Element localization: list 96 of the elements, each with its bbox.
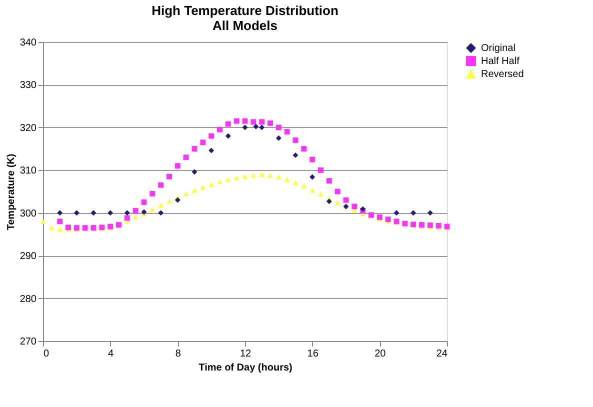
y-tick-label: 310 <box>20 166 37 177</box>
x-tick-label: 16 <box>307 348 319 360</box>
point <box>334 188 340 194</box>
point <box>427 210 433 216</box>
point <box>253 124 259 130</box>
point <box>192 188 198 193</box>
x-tick-label: 24 <box>436 348 448 360</box>
point <box>108 210 114 216</box>
y-axis-title: Temperature (K) <box>6 154 17 230</box>
point <box>208 182 214 187</box>
point <box>57 218 63 224</box>
point <box>124 215 130 221</box>
y-tick-label: 280 <box>20 294 37 305</box>
point <box>310 156 316 162</box>
point <box>90 210 96 216</box>
point <box>225 177 231 182</box>
point <box>200 184 206 190</box>
point <box>276 174 282 180</box>
point <box>259 124 265 130</box>
point <box>310 188 316 193</box>
point <box>192 146 198 152</box>
x-tick-label: 20 <box>374 348 386 360</box>
legend-label: Half Half <box>481 56 520 67</box>
point <box>183 154 189 160</box>
y-tick-label: 300 <box>20 208 37 220</box>
point <box>343 197 349 203</box>
point <box>150 207 156 212</box>
point <box>166 198 172 204</box>
point <box>208 148 214 154</box>
point <box>158 202 164 208</box>
legend-label: Original <box>481 43 516 54</box>
y-tick-label: 320 <box>20 122 37 134</box>
point <box>276 124 282 130</box>
x-axis-title: Time of Day (hours) <box>198 362 292 374</box>
x-tick-label: 12 <box>240 348 252 360</box>
point <box>158 182 164 188</box>
point <box>292 152 298 158</box>
point <box>334 200 340 205</box>
point <box>132 208 138 214</box>
point <box>318 192 324 196</box>
x-tick-label: 0 <box>44 348 50 360</box>
point <box>57 210 63 216</box>
y-tick-label: 290 <box>20 251 37 262</box>
point <box>292 180 298 185</box>
point <box>310 174 316 180</box>
y-tick-label: 340 <box>20 38 37 48</box>
point <box>40 219 46 224</box>
point <box>74 210 80 216</box>
point <box>217 126 222 132</box>
point <box>234 118 240 124</box>
point <box>394 210 400 216</box>
point <box>268 172 273 178</box>
point <box>150 190 156 196</box>
point <box>132 214 138 220</box>
point <box>158 210 164 216</box>
point <box>174 197 180 203</box>
point <box>292 138 298 143</box>
chart-title: High Temperature Distribution All Models <box>152 3 338 33</box>
point <box>217 179 222 184</box>
y-tick-label: 270 <box>20 336 37 348</box>
point <box>57 226 63 232</box>
point <box>301 146 307 152</box>
point <box>259 172 265 177</box>
point <box>174 163 180 169</box>
point <box>183 191 189 196</box>
point <box>250 119 256 125</box>
point <box>301 184 307 188</box>
point <box>48 225 54 230</box>
point <box>200 140 206 146</box>
point <box>259 119 265 125</box>
point <box>242 174 248 179</box>
point <box>326 198 332 204</box>
point <box>192 169 198 175</box>
point <box>352 204 358 210</box>
y-tick-label: 330 <box>20 80 37 92</box>
point <box>318 167 324 173</box>
point <box>268 120 273 126</box>
point <box>208 133 214 139</box>
point <box>326 178 332 184</box>
point <box>276 135 282 141</box>
point <box>410 210 416 216</box>
point <box>242 124 248 130</box>
point <box>284 177 290 182</box>
x-tick-label: 8 <box>175 348 182 360</box>
point <box>284 128 290 134</box>
point <box>436 222 442 228</box>
point <box>242 118 248 124</box>
point <box>225 133 231 139</box>
legend-label: Reversed <box>481 69 524 80</box>
x-tick-label: 4 <box>108 348 114 360</box>
point <box>234 175 240 180</box>
point <box>166 174 172 180</box>
point <box>250 172 256 178</box>
point <box>141 199 147 205</box>
point <box>124 210 130 216</box>
point <box>225 121 231 127</box>
